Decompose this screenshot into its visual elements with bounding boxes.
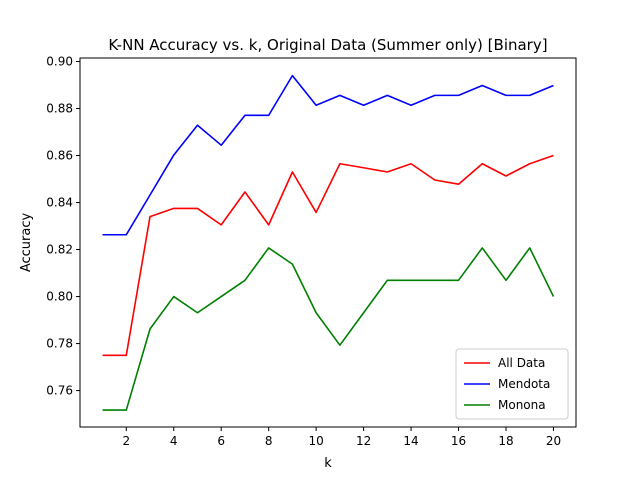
y-axis-label: Accuracy bbox=[19, 213, 34, 273]
legend-label: All Data bbox=[498, 356, 545, 370]
x-tick-label: 18 bbox=[498, 434, 513, 448]
x-tick-label: 14 bbox=[403, 434, 418, 448]
x-axis: 2 4 6 8 10 12 14 16 18 20 bbox=[122, 427, 561, 448]
y-tick-label: 0.78 bbox=[46, 337, 73, 351]
x-tick-label: 10 bbox=[308, 434, 323, 448]
x-tick-label: 12 bbox=[356, 434, 371, 448]
legend-label: Monona bbox=[498, 398, 546, 412]
series-line-mendota bbox=[102, 74, 554, 236]
series-line-monona bbox=[102, 247, 555, 411]
legend-box bbox=[455, 348, 569, 420]
chart-title: K-NN Accuracy vs. k, Original Data (Summ… bbox=[108, 36, 547, 54]
x-tick-label: 16 bbox=[451, 434, 466, 448]
legend: All Data Mendota Monona bbox=[455, 348, 569, 420]
legend-label: Mendota bbox=[498, 377, 550, 391]
x-tick-label: 4 bbox=[170, 434, 178, 448]
y-axis: 0.76 0.78 0.80 0.82 0.84 0.86 0.88 0.90 bbox=[46, 55, 80, 398]
y-tick-label: 0.80 bbox=[46, 290, 73, 304]
x-tick-label: 2 bbox=[122, 434, 130, 448]
y-tick-label: 0.76 bbox=[46, 384, 73, 398]
y-tick-label: 0.82 bbox=[46, 243, 73, 257]
y-tick-label: 0.90 bbox=[46, 55, 73, 69]
x-tick-label: 20 bbox=[546, 434, 561, 448]
y-tick-label: 0.88 bbox=[46, 102, 73, 116]
series-line-all-data bbox=[102, 154, 554, 357]
x-tick-label: 6 bbox=[217, 434, 225, 448]
x-axis-label: k bbox=[324, 456, 332, 471]
plot-frame bbox=[79, 57, 577, 428]
y-tick-label: 0.84 bbox=[46, 196, 73, 210]
plot-area bbox=[102, 74, 555, 411]
x-tick-label: 8 bbox=[265, 434, 273, 448]
y-tick-label: 0.86 bbox=[46, 149, 73, 163]
